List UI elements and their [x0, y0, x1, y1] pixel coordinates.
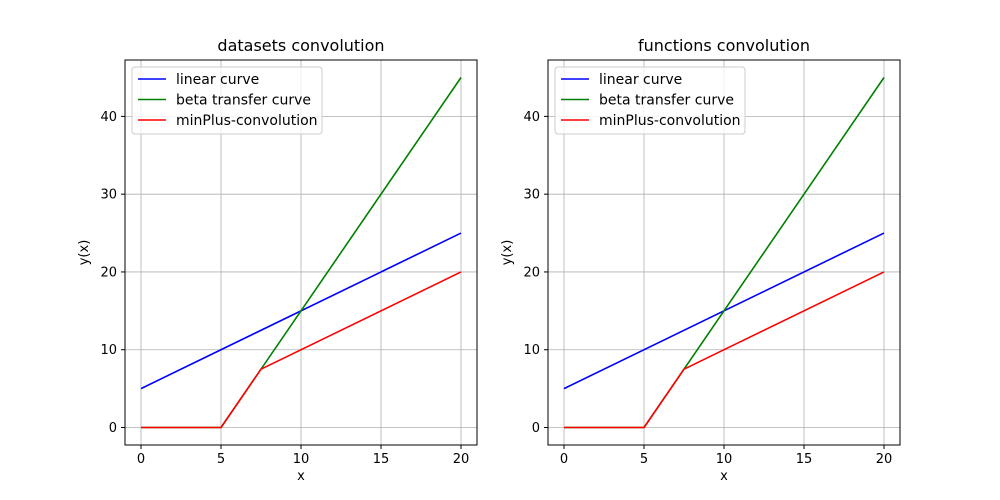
chart-title: functions convolution	[638, 36, 810, 55]
series-line-2	[564, 271, 885, 429]
x-tick-label: 5	[640, 452, 648, 467]
y-tick-label: 0	[532, 421, 540, 436]
y-tick-label: 10	[523, 343, 540, 358]
x-axis-label: x	[720, 469, 728, 484]
y-tick-label: 40	[100, 110, 117, 125]
y-tick-label: 30	[523, 188, 540, 203]
series-line-2	[141, 271, 462, 429]
x-tick-label: 10	[716, 452, 733, 467]
legend-label-0: linear curve	[599, 72, 682, 88]
x-tick-label: 15	[373, 452, 390, 467]
x-tick-label: 0	[137, 452, 145, 467]
y-tick-label: 20	[100, 265, 117, 280]
x-tick-label: 5	[217, 452, 225, 467]
y-tick-label: 40	[523, 110, 540, 125]
legend-box	[131, 66, 323, 135]
y-axis-label: y(x)	[500, 240, 515, 266]
legend-label-2: minPlus-convolution	[599, 113, 741, 129]
x-tick-label: 20	[453, 452, 470, 467]
y-tick-label: 0	[109, 421, 117, 436]
legend-label-0: linear curve	[176, 72, 259, 88]
y-tick-label: 30	[100, 188, 117, 203]
y-axis-label: y(x)	[77, 240, 92, 266]
x-tick-label: 0	[560, 452, 568, 467]
legend-label-1: beta transfer curve	[599, 93, 734, 109]
legend-label-2: minPlus-convolution	[176, 113, 318, 129]
chart-panel-0: 0 5 10 15 20 0 10 20 30 40 datasets convolution x y(…	[77, 36, 478, 484]
legend-label-1: beta transfer curve	[176, 93, 311, 109]
x-tick-label: 15	[796, 452, 813, 467]
y-tick-label: 20	[523, 265, 540, 280]
x-axis-label: x	[297, 469, 305, 484]
y-tick-label: 10	[100, 343, 117, 358]
x-tick-label: 10	[293, 452, 310, 467]
chart-panel-1: 0 5 10 15 20 0 10 20 30 40 functions convolution x y…	[500, 36, 901, 484]
legend-box	[554, 66, 746, 135]
x-tick-label: 20	[876, 452, 893, 467]
chart-title: datasets convolution	[217, 36, 384, 55]
